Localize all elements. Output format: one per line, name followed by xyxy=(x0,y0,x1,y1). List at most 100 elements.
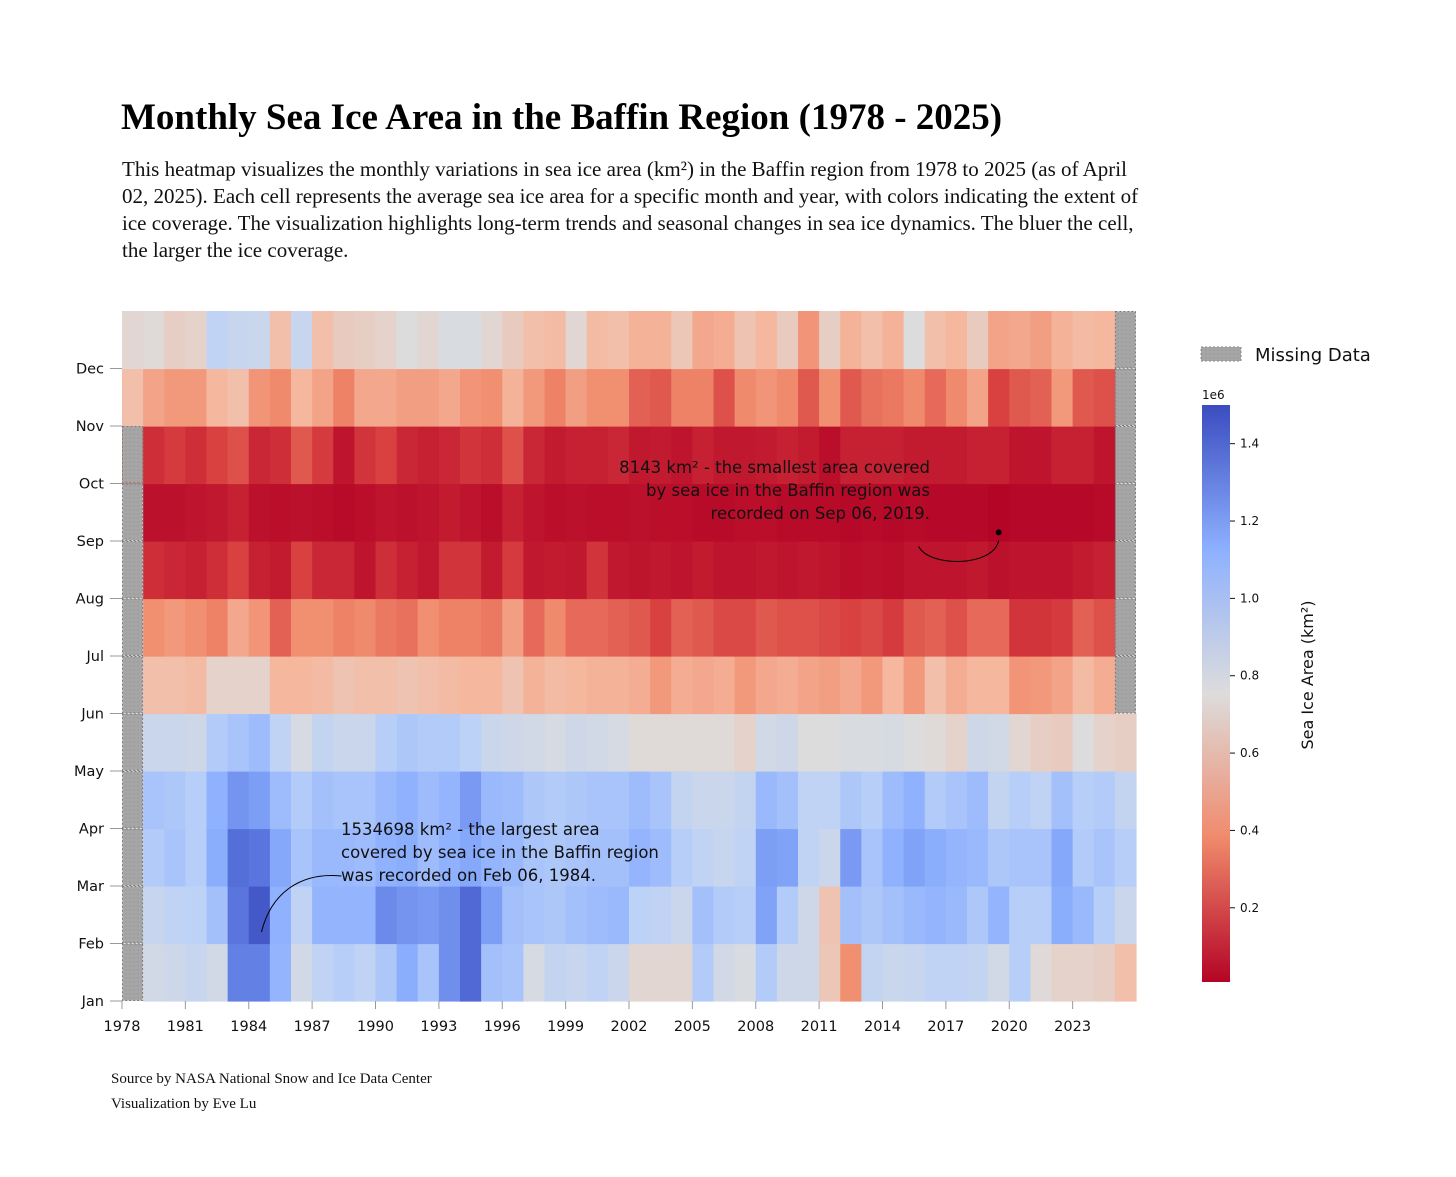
heatmap-cell-1991-feb xyxy=(396,886,419,945)
heatmap-cell-1983-oct xyxy=(227,426,250,485)
heatmap-cell-1988-jan xyxy=(333,943,355,1002)
y-tick-label-jun: Jun xyxy=(80,707,104,723)
heatmap-cell-1998-mar xyxy=(544,828,567,887)
heatmap-cell-2016-jan xyxy=(924,943,947,1002)
heatmap-cell-1981-aug xyxy=(185,541,208,600)
heatmap-cell-1999-mar xyxy=(565,828,588,887)
heatmap-cell-1996-feb xyxy=(502,886,524,945)
heatmap-cell-1982-jun xyxy=(206,656,229,715)
heatmap-cell-1997-aug xyxy=(523,541,546,600)
heatmap-cell-2004-jan xyxy=(671,943,693,1002)
heatmap-cell-1978-dec xyxy=(122,311,144,370)
heatmap-cell-2000-dec xyxy=(586,311,609,370)
heatmap-cell-1999-sep xyxy=(565,483,588,542)
heatmap-cell-2011-jan xyxy=(819,943,841,1002)
heatmap-cell-1984-apr xyxy=(248,771,271,830)
heatmap-cell-1992-sep xyxy=(417,483,440,542)
heatmap-cell-2024-oct xyxy=(1093,426,1116,485)
heatmap-cell-2013-aug xyxy=(861,541,884,600)
heatmap-cell-1986-jan xyxy=(291,943,313,1002)
heatmap-cell-1995-oct xyxy=(481,426,503,485)
heatmap-cell-2021-feb xyxy=(1030,886,1053,945)
heatmap-cell-2008-jan xyxy=(755,943,778,1002)
heatmap-cell-2011-sep xyxy=(819,483,841,542)
heatmap-cell-2024-nov xyxy=(1093,368,1116,427)
heatmap-cell-1993-apr xyxy=(438,771,461,830)
x-tick-label-2005: 2005 xyxy=(674,1019,711,1035)
heatmap-cell-2011-jul xyxy=(819,598,841,657)
heatmap-cell-1991-mar xyxy=(396,828,419,887)
heatmap-cell-2016-dec xyxy=(924,311,947,370)
heatmap-cell-2020-jan xyxy=(1009,943,1031,1002)
heatmap-cell-1981-apr xyxy=(185,771,208,830)
heatmap-cell-1990-dec xyxy=(375,311,398,370)
heatmap-cell-2009-aug xyxy=(776,541,799,600)
colorbar-tick-label: 0.2 xyxy=(1240,901,1259,915)
heatmap-cell-1994-jan xyxy=(460,943,482,1002)
heatmap-cell-1984-sep xyxy=(248,483,271,542)
heatmap-cell-1999-jun xyxy=(565,656,588,715)
heatmap-cell-2002-jul xyxy=(629,598,651,657)
heatmap-cell-2004-feb xyxy=(671,886,693,945)
heatmap-cell-2017-may xyxy=(945,713,968,772)
x-tick-label-1987: 1987 xyxy=(294,1019,331,1035)
heatmap-cell-1985-apr xyxy=(269,771,292,830)
heatmap-cell-2010-nov xyxy=(798,368,820,427)
heatmap-cell-2020-feb xyxy=(1009,886,1031,945)
heatmap-cell-1980-feb xyxy=(164,886,186,945)
heatmap-cell-2019-dec xyxy=(988,311,1010,370)
missing-cell-1978-apr xyxy=(122,771,144,829)
heatmap-cell-1982-dec xyxy=(206,311,229,370)
heatmap-cell-1998-jul xyxy=(544,598,567,657)
heatmap-cell-2013-dec xyxy=(861,311,884,370)
heatmap-cell-1983-aug xyxy=(227,541,250,600)
heatmap-cell-2012-jun xyxy=(840,656,862,715)
heatmap-cell-2009-jun xyxy=(776,656,799,715)
heatmap-cell-1986-feb xyxy=(291,886,313,945)
x-tick-label-2008: 2008 xyxy=(737,1019,774,1035)
heatmap-cell-1980-may xyxy=(164,713,186,772)
heatmap-cell-1993-jun xyxy=(438,656,461,715)
heatmap-cell-1982-feb xyxy=(206,886,229,945)
heatmap-cell-2006-jan xyxy=(713,943,736,1002)
x-tick-label-1996: 1996 xyxy=(484,1019,521,1035)
heatmap-cell-2000-may xyxy=(586,713,609,772)
heatmap-cell-1979-oct xyxy=(143,426,165,485)
heatmap-cell-1992-feb xyxy=(417,886,440,945)
heatmap-cell-2020-sep xyxy=(1009,483,1031,542)
heatmap-cell-1984-jan xyxy=(248,943,271,1002)
heatmap-cell-1994-jul xyxy=(460,598,482,657)
missing-cells xyxy=(122,311,1136,1001)
heatmap-cell-2001-dec xyxy=(607,311,630,370)
heatmap-cell-2024-mar xyxy=(1093,828,1116,887)
heatmap-cell-2019-mar xyxy=(988,828,1010,887)
heatmap-cell-2004-nov xyxy=(671,368,693,427)
heatmap-cell-1983-apr xyxy=(227,771,250,830)
heatmap-cell-2003-aug xyxy=(650,541,672,600)
heatmap-cell-2021-jan xyxy=(1030,943,1053,1002)
heatmap-cell-1990-oct xyxy=(375,426,398,485)
heatmap-cell-1988-feb xyxy=(333,886,355,945)
heatmap-cell-1979-apr xyxy=(143,771,165,830)
heatmap-cell-2014-jan xyxy=(882,943,905,1002)
heatmap-cell-2016-nov xyxy=(924,368,947,427)
heatmap-cell-2014-feb xyxy=(882,886,905,945)
heatmap-cell-2000-oct xyxy=(586,426,609,485)
heatmap-cell-2015-oct xyxy=(903,426,926,485)
heatmap-cell-2007-apr xyxy=(734,771,757,830)
heatmap-cell-2006-feb xyxy=(713,886,736,945)
heatmap-cell-1986-nov xyxy=(291,368,313,427)
heatmap-cell-1983-may xyxy=(227,713,250,772)
heatmap-cell-2021-apr xyxy=(1030,771,1053,830)
heatmap-cell-1981-jun xyxy=(185,656,208,715)
heatmap-cell-1993-jul xyxy=(438,598,461,657)
y-tick-label-may: May xyxy=(74,764,104,780)
heatmap-cell-2024-aug xyxy=(1093,541,1116,600)
heatmap-cell-1997-nov xyxy=(523,368,546,427)
heatmap-cell-2001-jul xyxy=(607,598,630,657)
heatmap-cell-2020-aug xyxy=(1009,541,1031,600)
heatmap-cell-1991-dec xyxy=(396,311,419,370)
heatmap-cell-1979-jan xyxy=(143,943,165,1002)
heatmap-cell-2011-nov xyxy=(819,368,841,427)
heatmap-cell-2018-aug xyxy=(967,541,989,600)
